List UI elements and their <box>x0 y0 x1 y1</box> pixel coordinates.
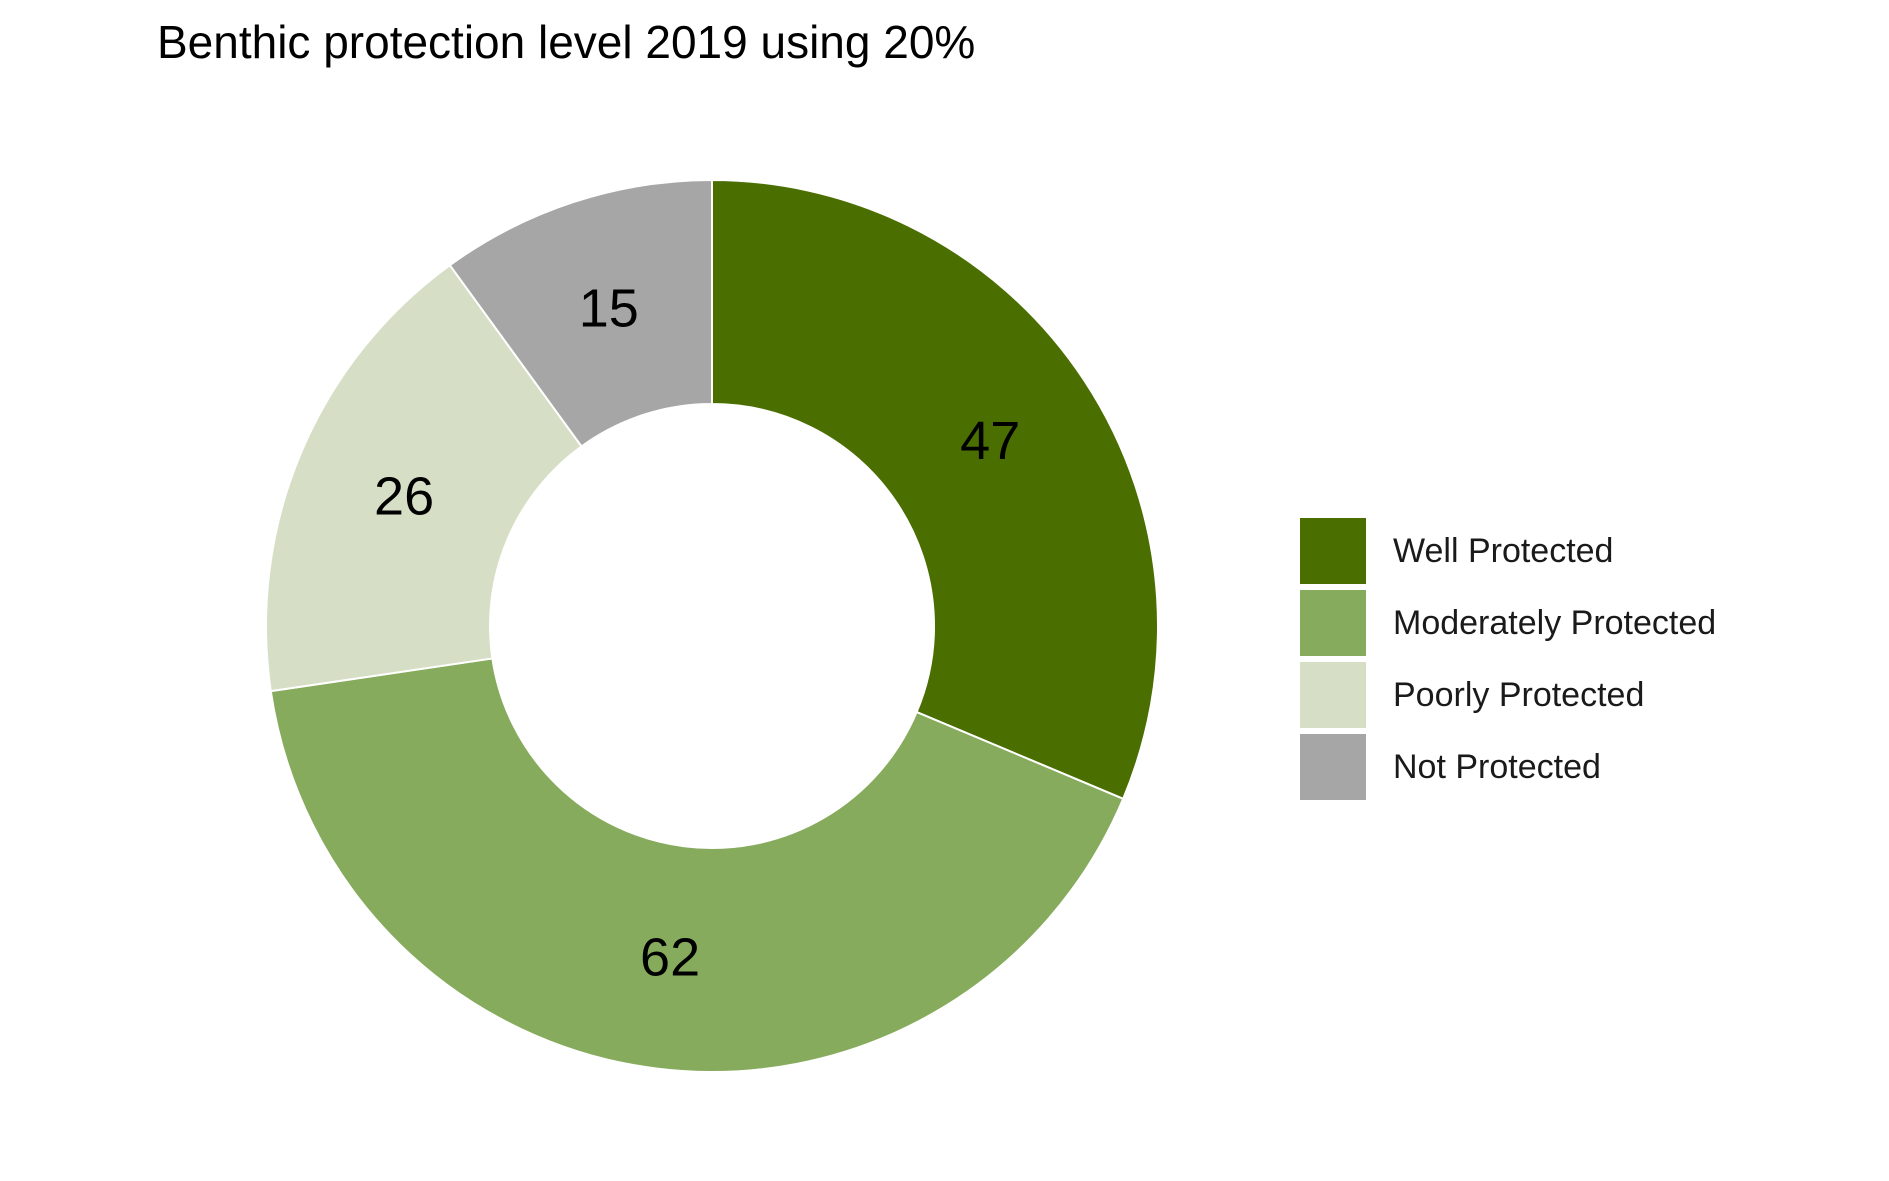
legend-swatch-moderately-protected <box>1300 590 1366 656</box>
data-label-moderately-protected: 62 <box>640 927 700 987</box>
legend: Well Protected Moderately Protected Poor… <box>1300 515 1716 803</box>
legend-item-well-protected: Well Protected <box>1300 515 1716 587</box>
legend-label-not-protected: Not Protected <box>1393 747 1601 786</box>
legend-item-poorly-protected: Poorly Protected <box>1300 659 1716 731</box>
data-label-not-protected: 15 <box>579 278 639 338</box>
legend-swatch-poorly-protected <box>1300 662 1366 728</box>
legend-label-poorly-protected: Poorly Protected <box>1393 675 1645 714</box>
slice-poorly-protected <box>265 263 583 693</box>
data-label-well-protected: 47 <box>960 411 1020 471</box>
slice-well-protected <box>711 178 1159 801</box>
slice-moderately-protected <box>269 657 1125 1073</box>
legend-swatch-not-protected <box>1300 734 1366 800</box>
slice-not-protected <box>448 178 713 448</box>
legend-item-not-protected: Not Protected <box>1300 731 1716 803</box>
data-label-poorly-protected: 26 <box>374 467 434 527</box>
legend-item-moderately-protected: Moderately Protected <box>1300 587 1716 659</box>
legend-swatch-well-protected <box>1300 518 1366 584</box>
chart-title: Benthic protection level 2019 using 20% <box>157 16 976 68</box>
legend-label-moderately-protected: Moderately Protected <box>1393 603 1717 642</box>
legend-label-well-protected: Well Protected <box>1393 531 1614 570</box>
